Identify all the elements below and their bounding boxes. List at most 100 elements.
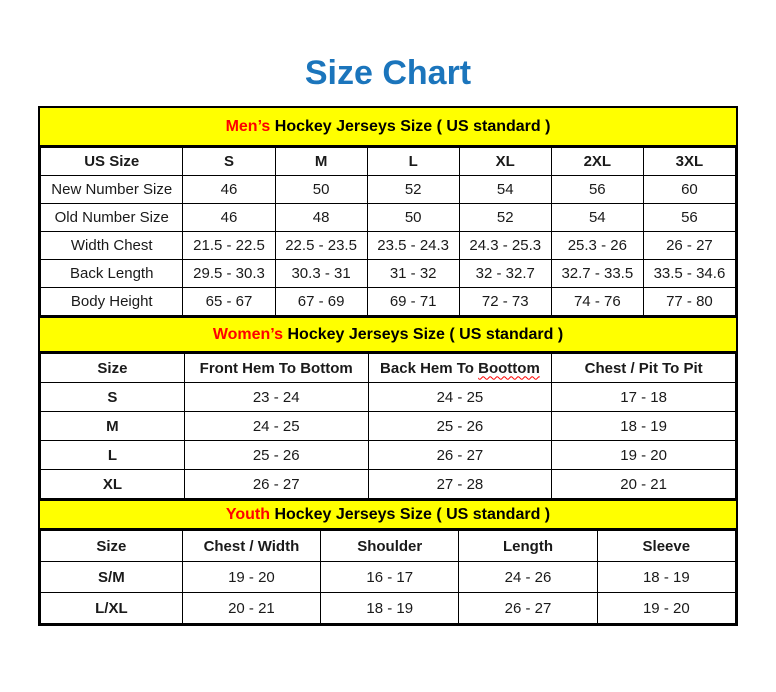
table-row: L/XL 20 - 21 18 - 19 26 - 27 19 - 20	[40, 592, 737, 624]
size-value: 26 - 27	[367, 440, 553, 470]
size-value: 52	[366, 175, 460, 204]
column-header: L	[366, 147, 460, 176]
size-value: 20 - 21	[551, 469, 736, 499]
column-header: Front Hem To Bottom	[183, 353, 369, 383]
column-header: S	[182, 147, 276, 176]
column-header: Chest / Width	[181, 530, 322, 562]
size-value: 24 - 25	[367, 382, 553, 412]
table-row: S 23 - 24 24 - 25 17 - 18	[40, 382, 736, 412]
size-value: 25 - 26	[367, 411, 553, 441]
mens-section-header: Men’s Hockey Jerseys Size ( US standard …	[40, 108, 736, 147]
size-value: 52	[458, 203, 552, 232]
youth-section-header: Youth Hockey Jerseys Size ( US standard …	[40, 499, 736, 530]
size-value: 25.3 - 26	[550, 231, 644, 260]
size-value: 33.5 - 34.6	[642, 259, 737, 288]
size-value: 54	[550, 203, 644, 232]
row-label: New Number Size	[39, 175, 184, 204]
size-value: 30.3 - 31	[274, 259, 368, 288]
size-value: 17 - 18	[551, 382, 736, 412]
column-header: Back Hem To Boottom	[367, 353, 553, 383]
size-chart: Men’s Hockey Jerseys Size ( US standard …	[38, 106, 738, 626]
column-header: Chest / Pit To Pit	[551, 353, 736, 383]
womens-size-table: Size Front Hem To Bottom Back Hem To Boott…	[40, 353, 736, 499]
section-title-highlight: Women’s	[212, 326, 284, 343]
header-row: US Size S M L XL 2XL 3XL	[39, 147, 737, 176]
row-label: M	[40, 411, 185, 441]
mens-size-table: US Size S M L XL 2XL 3XL New Number Size 46 50 52 5…	[39, 147, 737, 316]
size-value: 67 - 69	[274, 287, 368, 316]
column-header: Shoulder	[320, 530, 460, 562]
section-title-text: Hockey Jerseys Size ( US standard )	[270, 118, 551, 135]
section-title-highlight: Men’s	[225, 118, 271, 135]
size-value: 23.5 - 24.3	[366, 231, 460, 260]
womens-section-header: Women’s Hockey Jerseys Size ( US standar…	[40, 316, 736, 353]
size-value: 24 - 26	[458, 561, 598, 593]
size-value: 18 - 19	[320, 592, 460, 624]
section-title-text: Hockey Jerseys Size ( US standard )	[283, 326, 564, 343]
size-value: 22.5 - 23.5	[274, 231, 368, 260]
column-header: Size	[40, 353, 185, 383]
table-row: Body Height 65 - 67 67 - 69 69 - 71 72 - 73 7…	[39, 287, 737, 316]
size-value: 74 - 76	[550, 287, 644, 316]
table-row: L 25 - 26 26 - 27 19 - 20	[40, 440, 736, 470]
size-value: 31 - 32	[366, 259, 460, 288]
column-header: Length	[458, 530, 598, 562]
column-header: XL	[458, 147, 552, 176]
row-label: S/M	[40, 561, 183, 593]
size-value: 19 - 20	[596, 592, 737, 624]
size-value: 48	[274, 203, 368, 232]
size-value: 29.5 - 30.3	[182, 259, 276, 288]
size-value: 23 - 24	[183, 382, 369, 412]
column-header: M	[274, 147, 368, 176]
table-row: XL 26 - 27 27 - 28 20 - 21	[40, 469, 736, 499]
table-row: Back Length 29.5 - 30.3 30.3 - 31 31 - 32 32…	[39, 259, 737, 288]
table-row: Old Number Size 46 48 50 52 54 56	[39, 203, 737, 232]
column-header-prefix: Back Hem To	[380, 359, 479, 377]
size-value: 46	[182, 175, 276, 204]
size-value: 19 - 20	[551, 440, 736, 470]
column-header: 3XL	[642, 147, 737, 176]
size-value: 21.5 - 22.5	[182, 231, 276, 260]
row-label: Body Height	[39, 287, 184, 316]
section-title-highlight: Youth	[225, 506, 270, 523]
size-value: 19 - 20	[181, 561, 322, 593]
size-value: 26 - 27	[183, 469, 369, 499]
row-label: Width Chest	[39, 231, 184, 260]
column-header: Size	[40, 530, 183, 562]
size-value: 50	[274, 175, 368, 204]
size-value: 24.3 - 25.3	[458, 231, 552, 260]
header-row: Size Chest / Width Shoulder Length Sleeve	[40, 530, 737, 562]
size-value: 60	[642, 175, 737, 204]
size-value: 27 - 28	[367, 469, 553, 499]
size-value: 32 - 32.7	[458, 259, 552, 288]
table-row: S/M 19 - 20 16 - 17 24 - 26 18 - 19	[40, 561, 737, 593]
size-value: 32.7 - 33.5	[550, 259, 644, 288]
size-value: 16 - 17	[320, 561, 460, 593]
row-label: L/XL	[40, 592, 183, 624]
size-value: 69 - 71	[366, 287, 460, 316]
size-value: 18 - 19	[551, 411, 736, 441]
size-value: 65 - 67	[182, 287, 276, 316]
size-value: 20 - 21	[181, 592, 322, 624]
size-value: 18 - 19	[596, 561, 737, 593]
header-row: Size Front Hem To Bottom Back Hem To Boott…	[40, 353, 736, 383]
size-value: 25 - 26	[183, 440, 369, 470]
table-row: New Number Size 46 50 52 54 56 60	[39, 175, 737, 204]
size-value: 46	[182, 203, 276, 232]
row-label: S	[40, 382, 185, 412]
row-label: Back Length	[39, 259, 184, 288]
section-title-text: Hockey Jerseys Size ( US standard )	[270, 506, 551, 523]
misspelled-word: Boottom	[478, 359, 540, 377]
row-label: XL	[40, 469, 185, 499]
table-row: Width Chest 21.5 - 22.5 22.5 - 23.5 23.5 - …	[39, 231, 737, 260]
column-header: US Size	[39, 147, 184, 176]
youth-size-table: Size Chest / Width Shoulder Length Sleeve S/M…	[40, 530, 737, 624]
row-label: Old Number Size	[39, 203, 184, 232]
size-value: 26 - 27	[458, 592, 598, 624]
table-row: M 24 - 25 25 - 26 18 - 19	[40, 411, 736, 441]
size-value: 50	[366, 203, 460, 232]
size-value: 56	[642, 203, 737, 232]
size-value: 72 - 73	[458, 287, 552, 316]
size-value: 56	[550, 175, 644, 204]
column-header: Sleeve	[596, 530, 737, 562]
